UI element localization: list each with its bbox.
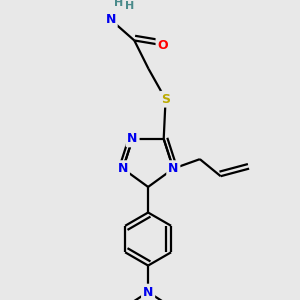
Text: N: N [106,13,116,26]
Text: H: H [125,2,134,11]
Text: O: O [158,39,168,52]
Text: H: H [114,0,123,8]
Text: N: N [168,162,178,175]
Text: N: N [143,286,153,298]
Text: N: N [127,133,138,146]
Text: S: S [161,93,170,106]
Text: N: N [118,162,128,175]
